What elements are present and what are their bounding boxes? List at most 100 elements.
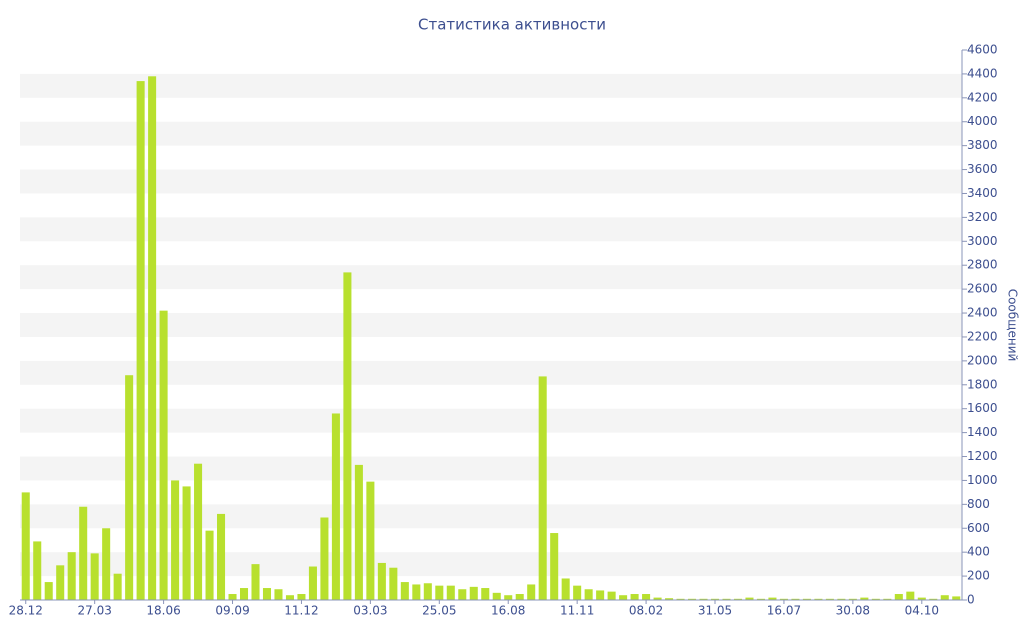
- bar: [228, 594, 237, 600]
- bar: [894, 594, 903, 600]
- bar: [320, 517, 329, 600]
- bar: [400, 582, 409, 600]
- x-tick-label: 31.05: [698, 604, 732, 618]
- bar: [343, 272, 352, 600]
- x-tick-label: 30.08: [836, 604, 870, 618]
- x-tick-label: 08.02: [629, 604, 663, 618]
- bar: [251, 564, 260, 600]
- grid-band: [20, 169, 962, 194]
- bar: [377, 562, 386, 600]
- x-tick-label: 09.09: [215, 604, 249, 618]
- y-tick-label: 3400: [967, 186, 998, 200]
- y-axis-label: Сообщений: [1006, 289, 1020, 362]
- y-tick-label: 3000: [967, 234, 998, 248]
- bar: [733, 598, 743, 600]
- grid-band: [20, 456, 962, 481]
- bar: [366, 481, 375, 600]
- x-tick-label: 16.08: [491, 604, 525, 618]
- bar: [550, 533, 559, 600]
- grid-band: [20, 408, 962, 433]
- bar: [481, 588, 490, 600]
- bar: [262, 588, 272, 600]
- y-tick-label: 4000: [967, 114, 998, 128]
- bar: [446, 585, 455, 600]
- bar: [182, 486, 191, 600]
- bar: [504, 595, 513, 600]
- bar: [837, 598, 846, 600]
- grid-band: [20, 121, 962, 146]
- bar: [883, 598, 892, 600]
- bar: [561, 578, 570, 600]
- y-tick-label: 2400: [967, 306, 998, 320]
- grid-band: [20, 73, 962, 98]
- bar: [917, 597, 926, 600]
- y-tick-label: 200: [967, 569, 990, 583]
- bar: [642, 594, 651, 600]
- bar: [217, 513, 226, 600]
- bar: [515, 594, 524, 600]
- y-tick-label: 2200: [967, 329, 998, 343]
- bar: [113, 573, 122, 600]
- bar: [239, 588, 249, 600]
- x-tick-label: 03.03: [353, 604, 387, 618]
- bar: [469, 586, 478, 600]
- bar: [90, 553, 99, 600]
- y-tick-label: 1600: [967, 401, 998, 415]
- bar: [584, 589, 593, 600]
- bar: [802, 598, 811, 600]
- bar: [825, 598, 834, 600]
- bar: [44, 582, 53, 600]
- y-tick-label: 1000: [967, 473, 998, 487]
- bar: [67, 552, 76, 600]
- y-tick-label: 0: [967, 593, 975, 607]
- bar: [79, 506, 88, 600]
- bar: [354, 464, 363, 600]
- y-tick-label: 2000: [967, 353, 998, 367]
- bar: [791, 598, 800, 600]
- bar: [596, 590, 605, 600]
- y-tick-label: 4600: [967, 43, 998, 57]
- bar: [148, 76, 157, 601]
- bar: [929, 598, 938, 600]
- x-tick-label: 11.12: [284, 604, 318, 618]
- bar: [194, 463, 203, 600]
- bar: [722, 598, 731, 600]
- bar: [308, 566, 317, 600]
- bar: [33, 541, 42, 600]
- y-tick-label: 4200: [967, 90, 998, 104]
- bar: [779, 598, 788, 600]
- grid-band: [20, 504, 962, 529]
- bar: [205, 530, 214, 600]
- bar: [412, 584, 421, 600]
- bar: [389, 567, 398, 600]
- bar: [745, 597, 754, 600]
- bar: [458, 589, 467, 600]
- bar: [699, 598, 708, 600]
- bar: [21, 492, 30, 600]
- bar: [274, 589, 283, 600]
- x-tick-label: 25.05: [422, 604, 456, 618]
- x-tick-label: 16.07: [767, 604, 801, 618]
- bar: [102, 528, 111, 600]
- bar: [159, 310, 168, 600]
- grid-band: [20, 360, 962, 385]
- bar: [665, 598, 674, 600]
- grid-band: [20, 265, 962, 290]
- y-tick-label: 600: [967, 521, 990, 535]
- y-tick-label: 400: [967, 545, 990, 559]
- y-tick-label: 1400: [967, 425, 998, 439]
- chart-title: Статистика активности: [418, 16, 606, 34]
- bar: [619, 595, 628, 600]
- bar: [125, 375, 134, 600]
- bar: [435, 585, 444, 600]
- bar: [56, 565, 65, 600]
- bar: [171, 480, 180, 600]
- bar: [285, 595, 294, 600]
- bar: [814, 598, 823, 600]
- bar: [952, 596, 961, 600]
- bar: [710, 598, 720, 600]
- bar: [653, 597, 662, 600]
- bar: [848, 598, 857, 600]
- bar: [860, 597, 869, 600]
